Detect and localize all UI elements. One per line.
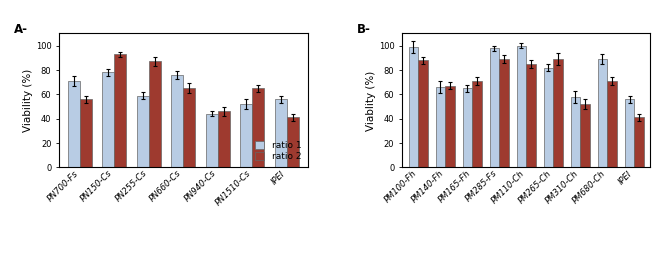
Bar bbox=[102, 73, 114, 167]
Bar bbox=[489, 48, 499, 167]
Bar bbox=[436, 87, 445, 167]
Bar bbox=[499, 59, 509, 167]
Legend: ratio 1, ratio 2: ratio 1, ratio 2 bbox=[254, 140, 303, 163]
Bar bbox=[544, 68, 553, 167]
Bar bbox=[553, 59, 562, 167]
Bar bbox=[607, 81, 617, 167]
Bar bbox=[571, 97, 580, 167]
Text: B-: B- bbox=[357, 23, 371, 36]
Bar bbox=[171, 75, 183, 167]
Bar bbox=[68, 81, 80, 167]
Bar bbox=[634, 117, 644, 167]
Y-axis label: Viablity (%): Viablity (%) bbox=[366, 70, 376, 131]
Bar bbox=[598, 59, 607, 167]
Bar bbox=[517, 46, 526, 167]
Bar bbox=[463, 88, 472, 167]
Bar bbox=[218, 111, 230, 167]
Bar bbox=[409, 47, 419, 167]
Bar bbox=[114, 54, 126, 167]
Bar bbox=[137, 96, 149, 167]
Bar bbox=[240, 104, 252, 167]
Bar bbox=[419, 60, 428, 167]
Bar bbox=[80, 99, 92, 167]
Y-axis label: Viability (%): Viability (%) bbox=[23, 69, 33, 132]
Bar bbox=[149, 61, 161, 167]
Bar bbox=[206, 114, 218, 167]
Bar bbox=[275, 99, 287, 167]
Bar bbox=[580, 104, 590, 167]
Bar bbox=[183, 88, 195, 167]
Bar bbox=[526, 64, 535, 167]
Bar bbox=[625, 99, 634, 167]
Bar bbox=[445, 86, 455, 167]
Bar bbox=[472, 81, 482, 167]
Bar bbox=[252, 88, 265, 167]
Text: A-: A- bbox=[14, 23, 28, 36]
Bar bbox=[287, 117, 299, 167]
